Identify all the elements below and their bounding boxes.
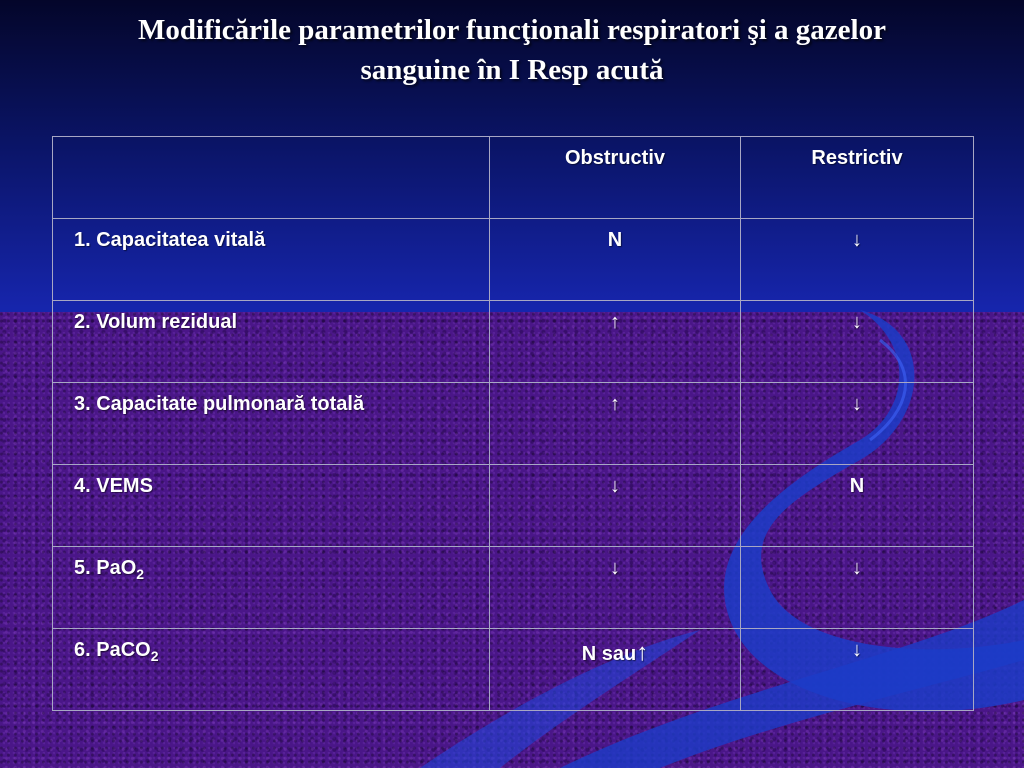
row-label: 4. VEMS: [52, 464, 490, 547]
up-arrow-icon: ↑: [636, 639, 649, 666]
table-row: 2. Volum rezidual ↑ ↓: [52, 300, 974, 383]
title-line-2: sanguine în I Resp acută: [360, 54, 664, 86]
table-row: 3. Capacitate pulmonară totală ↑ ↓: [52, 382, 974, 465]
restrictiv-value: ↓: [740, 382, 974, 465]
restrictiv-value: ↓: [740, 218, 974, 301]
header-cell-empty: [52, 136, 490, 219]
row-label-subscript: 2: [150, 648, 159, 664]
table-row: 6. PaCO2 N sau↑ ↓: [52, 628, 974, 711]
row-label-main: 5. PaO: [74, 557, 137, 579]
restrictiv-value: ↓: [740, 628, 974, 711]
obstructiv-value: N sau↑: [489, 628, 741, 711]
obstructiv-value: ↑: [489, 300, 741, 383]
obstructiv-value: ↓: [489, 464, 741, 547]
row-label: 6. PaCO2: [52, 628, 490, 711]
table-row: 1. Capacitatea vitală N ↓: [52, 218, 974, 301]
obstructiv-value: ↑: [489, 382, 741, 465]
table-row: 4. VEMS ↓ N: [52, 464, 974, 547]
table-header-row: Obstructiv Restrictiv: [52, 136, 974, 219]
row-label: 2. Volum rezidual: [52, 300, 490, 383]
header-restrictiv: Restrictiv: [740, 136, 974, 219]
obstructiv-value: N: [489, 218, 741, 301]
row-label: 5. PaO2: [52, 546, 490, 629]
row-label: 1. Capacitatea vitală: [52, 218, 490, 301]
comparison-table: Obstructiv Restrictiv 1. Capacitatea vit…: [52, 136, 974, 711]
slide-title: Modificările parametrilor funcţionali re…: [40, 10, 984, 90]
title-line-1: Modificările parametrilor funcţionali re…: [138, 14, 886, 46]
restrictiv-value: N: [740, 464, 974, 547]
obstructiv-text: N sau: [581, 643, 637, 665]
obstructiv-value: ↓: [489, 546, 741, 629]
header-obstructiv: Obstructiv: [489, 136, 741, 219]
row-label-main: 6. PaCO: [74, 639, 151, 661]
row-label-subscript: 2: [136, 566, 145, 582]
row-label: 3. Capacitate pulmonară totală: [52, 382, 490, 465]
restrictiv-value: ↓: [740, 546, 974, 629]
restrictiv-value: ↓: [740, 300, 974, 383]
table-row: 5. PaO2 ↓ ↓: [52, 546, 974, 629]
